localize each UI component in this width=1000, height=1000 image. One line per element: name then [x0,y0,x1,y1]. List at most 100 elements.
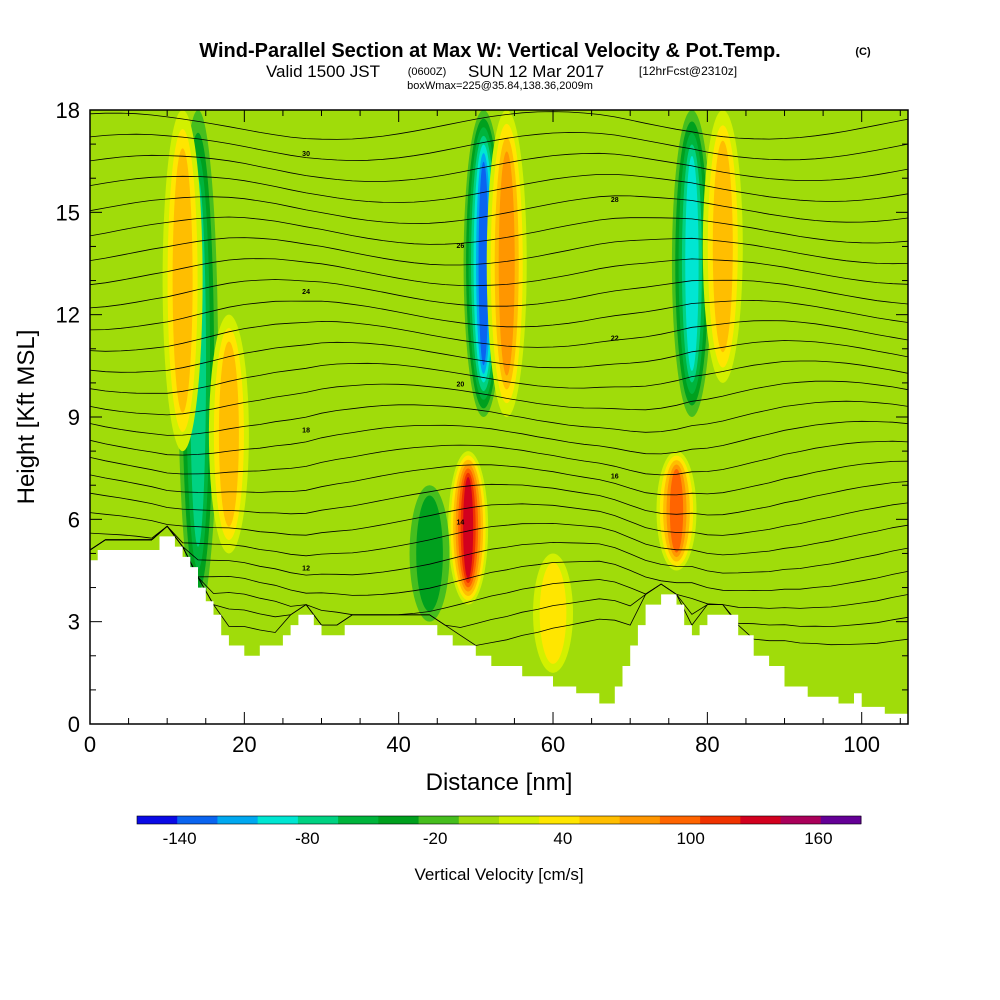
x-tick-label: 40 [386,732,410,757]
valid-date: SUN 12 Mar 2017 [468,62,604,81]
velocity-feature [448,451,489,605]
colorbar-swatch [740,816,782,824]
colorbar-tick-label: 100 [676,829,704,848]
terrain-mask [90,536,908,724]
theta-contour [90,380,908,416]
y-tick-label: 6 [68,507,80,532]
velocity-feature [656,451,697,571]
box-wmax: boxWmax=225@35.84,138.36,2009m [407,80,593,92]
velocity-feature [533,553,574,673]
theta-contour-label: 12 [302,566,310,573]
velocity-band [712,140,733,353]
y-tick-label: 15 [56,200,80,225]
y-tick-label: 18 [56,98,80,123]
colorbar-swatch [338,816,379,824]
theta-contour-label: 20 [457,381,465,388]
velocity-band [685,156,699,371]
theta-contour [90,111,908,140]
theta-contour [90,525,908,646]
theta-contour [90,522,908,557]
x-tick-label: 60 [541,732,565,757]
theta-contour [90,320,908,352]
theta-contour [90,174,908,203]
theta-contour [90,299,908,331]
theta-contour [90,400,908,436]
x-tick-label: 100 [843,732,880,757]
theta-contour [90,502,908,536]
velocity-field [162,110,743,673]
theta-contour [90,460,908,496]
theta-contour [90,360,908,394]
colorbar-swatch [257,816,299,824]
plot-area: 12 14 16 18 20 22 24 26 28 30 [90,110,908,724]
colorbar-swatch [137,816,178,824]
velocity-band [539,562,567,664]
colorbar-swatch [820,816,862,824]
colorbar-swatch [700,816,741,824]
y-tick-label: 3 [68,610,80,635]
colorbar-swatch [177,816,218,824]
colorbar-swatch [780,816,822,824]
velocity-band [669,469,684,553]
colorbar-labels: -140 -80 -20 40 100 160 [163,829,833,848]
theta-contour [90,237,908,266]
colorbar-tick-label: -80 [295,829,320,848]
y-tick-label: 9 [68,405,80,430]
theta-contour [90,481,908,516]
velocity-feature [409,485,450,622]
theta-contour-label: 30 [302,151,310,158]
colorbar-swatch [297,816,339,824]
theta-contour [90,152,908,182]
colorbar-swatch [539,816,580,824]
vertical-velocity-colorbar [136,815,862,825]
velocity-feature [702,110,743,383]
theta-contour [90,132,908,162]
x-tick-label: 20 [232,732,256,757]
x-axis-title: Distance [nm] [426,769,573,796]
velocity-feature [162,110,203,452]
colorbar-frame [136,815,862,825]
colorbar-swatch [458,816,500,824]
velocity-feature [671,110,712,417]
colorbar-swatch [217,816,259,824]
theta-contour [90,440,908,476]
theta-contour-label: 16 [611,473,619,480]
valid-utc: (0600Z) [408,66,447,78]
y-tick-label: 12 [56,303,80,328]
x-tick-label: 80 [695,732,719,757]
theta-contour [90,525,908,616]
y-tick-label: 0 [68,712,80,737]
velocity-band [172,148,193,413]
colorbar-swatch [378,816,420,824]
theta-contour-label: 28 [611,197,619,204]
theta-contour [90,525,908,596]
theta-contour [90,279,908,309]
velocity-band [498,151,515,376]
theta-contour [90,216,908,245]
colorbar-tick-label: -140 [163,829,197,848]
theta-contour [90,525,908,628]
theta-contour [90,340,908,373]
colorbar-tick-label: 40 [553,829,572,848]
colorbar-swatch [418,816,460,824]
colorbar-tick-label: -20 [423,829,448,848]
chart-title-mark: (C) [855,46,871,58]
velocity-feature [208,314,249,554]
colorbar-tick-label: 160 [804,829,832,848]
colorbar-swatch [499,816,540,824]
forecast-info: [12hrFcst@2310z] [639,64,737,78]
colorbar-title: Vertical Velocity [cm/s] [414,865,583,884]
y-axis-title: Height [Kft MSL] [13,330,40,505]
chart-title: Wind-Parallel Section at Max W: Vertical… [199,40,780,62]
colorbar-swatch [579,816,621,824]
x-tick-label: 0 [84,732,96,757]
colorbar-swatch [619,816,661,824]
velocity-band [218,341,239,527]
potential-temperature-contours: 12 14 16 18 20 22 24 26 28 30 [90,111,908,646]
theta-contour [90,420,908,456]
theta-contour-label: 26 [457,243,465,250]
theta-contour-label: 14 [457,519,465,526]
colorbar-swatch [659,816,701,824]
theta-contour [90,525,908,576]
